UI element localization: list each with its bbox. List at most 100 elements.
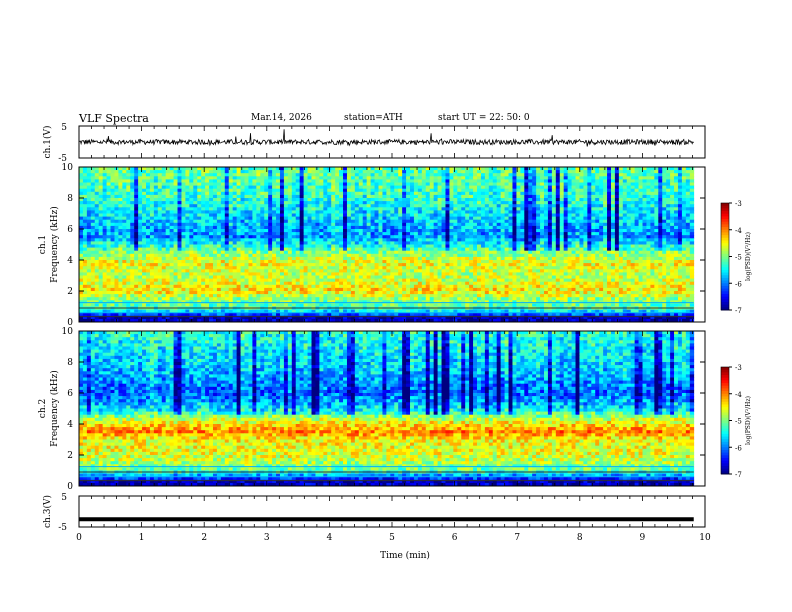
ch1-spectrogram-colorbar-swatch [721, 267, 729, 271]
ch2-spectrogram-colorbar-swatch [721, 369, 729, 373]
ch1-spectrogram-colorbar-swatch [721, 216, 729, 220]
x-tick-label: 10 [699, 533, 711, 543]
ch1-spectrogram-colorbar-swatch [721, 283, 729, 287]
ch1-spectrogram-ytick-label: 8 [67, 194, 73, 204]
ch1-spectrogram-colorbar-tick-label: -3 [735, 200, 742, 208]
ch2-spectrogram-colorbar-swatch [721, 401, 729, 405]
ch2-spectrogram-colorbar-swatch [721, 441, 729, 446]
ch1-spectrogram-heatmap-cells [79, 167, 695, 323]
x-tick-label: 4 [327, 533, 333, 543]
ch2-spectrogram-colorbar-swatch [721, 428, 729, 432]
ch2-spectrogram-colorbar-swatch [721, 399, 729, 403]
ch2-spectrogram-colorbar-swatch [721, 367, 729, 371]
chart-title: VLF Spectra [79, 112, 149, 125]
ch1-spectrogram-ylabel: Frequency (kHz) [49, 206, 60, 283]
ch2-spectrogram-colorbar-swatch [721, 372, 729, 376]
ch3-wave-ytick-label: -5 [58, 523, 67, 533]
ch2-spectrogram-colorbar-swatch [721, 412, 729, 416]
ch1-spectrogram-colorbar-swatch [721, 285, 729, 290]
station-label: station=ATH [344, 113, 403, 123]
ch2-spectrogram-colorbar-swatch [721, 452, 729, 456]
ch1-spectrogram-colorbar-swatch [721, 280, 729, 284]
ch2-spectrogram-colorbar-swatch [721, 415, 729, 419]
x-tick-label: 2 [201, 533, 207, 543]
ch1-spectrogram-colorbar-swatch [721, 291, 729, 295]
ch1-wave-ytick-label: 5 [61, 123, 67, 133]
x-tick-label: 7 [514, 533, 520, 543]
ch1-spectrogram-colorbar-swatch [721, 256, 729, 260]
ch2-spectrogram-ytick-label: 8 [67, 358, 73, 368]
ch2-spectrogram-colorbar-swatch [721, 404, 729, 408]
ch1-wave-frame [78, 125, 706, 159]
ch1-spectrogram-colorbar-swatch [721, 269, 729, 274]
ch2-spectrogram-colorbar-swatch [721, 468, 729, 472]
ch2-spectrogram-colorbar-swatch [721, 380, 729, 384]
ch2-spectrogram-colorbar-label: log(PSD)(V²/Hz) [745, 396, 752, 445]
ch1-spectrogram-colorbar-swatch [721, 213, 729, 217]
ch2-spectrogram-colorbar-tick-label: -6 [735, 444, 742, 452]
ch2-spectrogram-colorbar-swatch [721, 433, 729, 438]
start-time-label: start UT = 22: 50: 0 [438, 113, 530, 123]
ch1-spectrogram-colorbar-swatch [721, 277, 729, 282]
ch2-spectrogram-colorbar-swatch [721, 457, 729, 462]
ch2-spectrogram-colorbar-swatch [721, 385, 729, 389]
ch1-spectrogram-colorbar-tick-label: -7 [735, 307, 742, 315]
ch2-spectrogram-colorbar-swatch [721, 471, 729, 475]
ch1-spectrogram-ytick-label: 6 [67, 225, 73, 235]
x-tick-label: 8 [577, 533, 583, 543]
x-tick-label: 0 [76, 533, 82, 543]
ch1-spectrogram-ytick-label: 4 [67, 256, 73, 266]
ch2-spectrogram-colorbar-swatch [721, 436, 729, 440]
x-tick-label: 9 [640, 533, 646, 543]
ch2-spectrogram-colorbar-swatch [721, 431, 729, 435]
ch1-spectrogram-colorbar-swatch [721, 264, 729, 268]
x-tick-label: 3 [264, 533, 270, 543]
ch2-spectrogram-colorbar-swatch [721, 396, 729, 400]
ch2-spectrogram-ytick-label: 0 [67, 482, 73, 492]
ch1-spectrogram-colorbar-swatch [721, 227, 729, 231]
ch1-spectrogram-colorbar-swatch [721, 261, 729, 266]
ch1-spectrogram-colorbar-swatch [721, 240, 729, 244]
x-tick-label: 6 [452, 533, 458, 543]
ch1-spectrogram-colorbar-swatch [721, 248, 729, 252]
ch1-spectrogram-colorbar-swatch [721, 245, 729, 249]
ch2-spectrogram-colorbar-swatch [721, 463, 729, 467]
ch2-spectrogram-colorbar-swatch [721, 417, 729, 421]
x-axis-label: Time (min) [380, 550, 430, 561]
ch1-spectrogram-colorbar-swatch [721, 275, 729, 279]
ch1-spectrogram-colorbar-tick-label: -4 [735, 227, 742, 235]
ch2-spectrogram-colorbar-swatch [721, 465, 729, 470]
ch1-spectrogram-colorbar-swatch [721, 208, 729, 212]
ch1-spectrogram-colorbar-swatch [721, 296, 729, 300]
ch1-wave-ylabel: ch.1(V) [42, 126, 53, 159]
ch1-spectrogram-colorbar-swatch [721, 224, 729, 228]
ch2-spectrogram-colorbar-swatch [721, 377, 729, 381]
ch1-spectrogram-colorbar-tick-label: -5 [735, 254, 742, 262]
ch3-wave-frame [78, 495, 706, 528]
ch2-spectrogram-colorbar-tick-label: -7 [735, 471, 742, 479]
ch2-spectrogram-colorbar-swatch [721, 444, 729, 448]
ch2-spectrogram-colorbar-swatch [721, 439, 729, 443]
ch2-spectrogram-colorbar-tick-label: -4 [735, 391, 742, 399]
ch2-spectrogram-colorbar-swatch [721, 388, 729, 392]
ch2-spectrogram-colorbar-swatch [721, 409, 729, 413]
ch1-spectrogram-ytick-label: 10 [62, 163, 74, 173]
ch2-spectrogram-colorbar-tick-label: -3 [735, 364, 742, 372]
ch1-spectrogram-colorbar-label: log(PSD)(V²/Hz) [745, 232, 752, 281]
ch2-spectrogram-ytick-label: 10 [62, 327, 74, 337]
ch2-spectrogram-colorbar-swatch [721, 423, 729, 427]
ch3-wave-ylabel: ch.3(V) [42, 495, 53, 528]
ch2-spectrogram-colorbar-swatch [721, 375, 729, 379]
ch2-spectrogram-heatmap-cells [79, 331, 695, 487]
ch2-spectrogram-colorbar-swatch [721, 449, 729, 454]
ch2-spectrogram-colorbar-swatch [721, 447, 729, 451]
ch1-spectrogram-ytick-label: 0 [67, 318, 73, 328]
ch1-spectrogram-colorbar-swatch [721, 235, 729, 239]
ch2-spectrogram-ylabel: ch.2 [38, 399, 48, 418]
ch1-spectrogram-colorbar-swatch [721, 243, 729, 247]
ch1-spectrogram-colorbar-swatch [721, 229, 729, 233]
ch2-spectrogram-colorbar-tick-label: -5 [735, 418, 742, 426]
ch2-spectrogram-colorbar-swatch [721, 383, 729, 387]
ch1-wave-trace [78, 129, 694, 147]
ch1-spectrogram-colorbar-tick-label: -6 [735, 280, 742, 288]
